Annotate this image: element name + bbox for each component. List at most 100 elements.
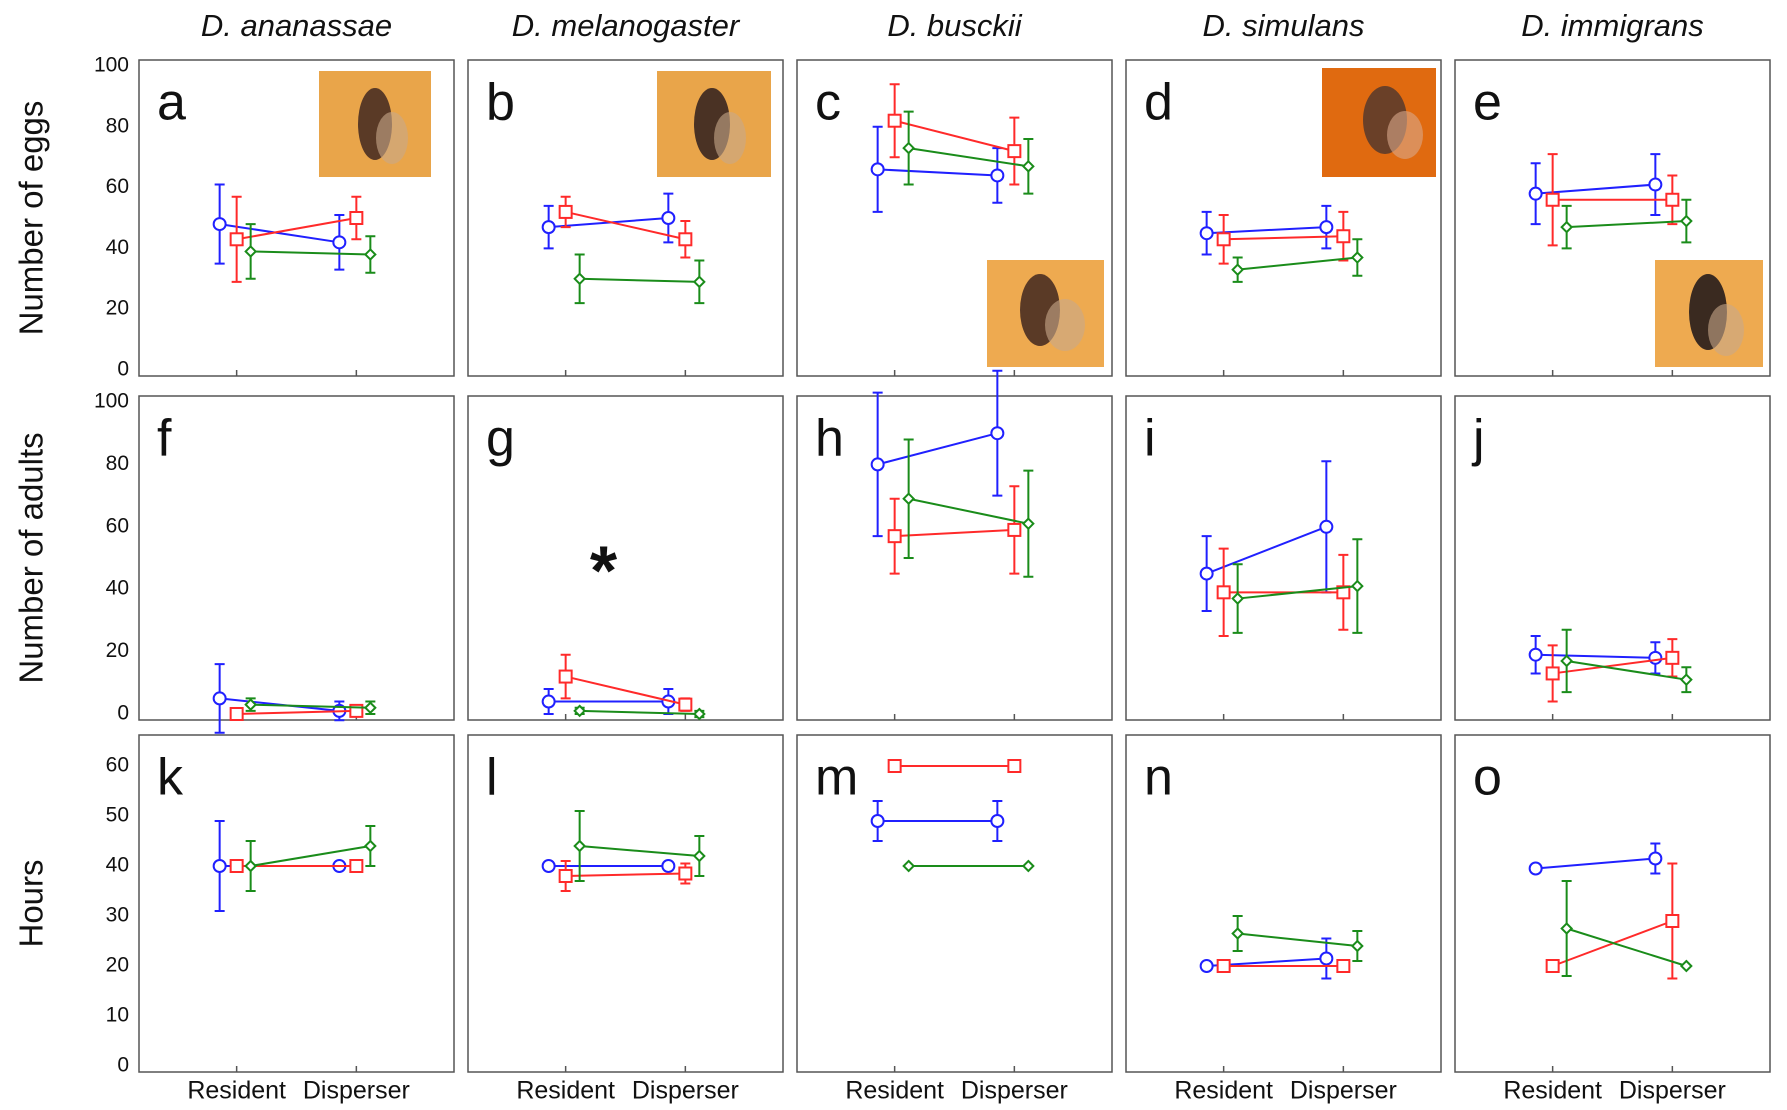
panel-label: o [1473, 749, 1502, 807]
y-tick-label: 100 [94, 54, 129, 77]
marker [365, 841, 375, 851]
panel-frame [468, 396, 783, 720]
marker [1547, 667, 1559, 679]
marker [679, 868, 691, 880]
x-tick-label: Resident [1503, 1077, 1602, 1105]
y-tick-label: 60 [106, 175, 129, 198]
marker [1218, 233, 1230, 245]
annotation: * [590, 531, 618, 609]
series [1201, 206, 1333, 255]
series [872, 127, 1004, 212]
marker [991, 815, 1003, 827]
series [575, 254, 705, 303]
y-axis-label: Number of eggs [13, 101, 50, 336]
marker [662, 860, 674, 872]
marker [350, 860, 362, 872]
panel-label: j [1471, 410, 1485, 468]
series [872, 801, 1004, 841]
fly-photo [1655, 260, 1763, 367]
marker [1233, 594, 1243, 604]
panel-label: l [486, 749, 498, 807]
x-tick-label: Resident [516, 1077, 615, 1105]
fly-photo [1322, 68, 1436, 177]
marker [246, 246, 256, 256]
marker [679, 233, 691, 245]
marker [991, 427, 1003, 439]
marker [1562, 924, 1572, 934]
marker [1562, 656, 1572, 666]
fly-photo [657, 71, 771, 177]
marker [904, 861, 914, 871]
series [1233, 916, 1363, 961]
panel-frame [1126, 735, 1441, 1072]
panel-title: D. busckii [887, 8, 1022, 43]
fly-photo [987, 260, 1104, 367]
marker [365, 703, 375, 713]
series [1218, 212, 1350, 264]
marker [365, 249, 375, 259]
marker [679, 699, 691, 711]
panel-frame [1455, 396, 1770, 720]
x-tick-label: Resident [845, 1077, 944, 1105]
marker [560, 206, 572, 218]
marker [214, 692, 226, 704]
marker [1530, 863, 1542, 875]
y-tick-label: 100 [94, 390, 129, 413]
y-tick-label: 20 [106, 954, 129, 977]
y-axis-label: Hours [13, 859, 50, 947]
marker [889, 530, 901, 542]
marker [1666, 194, 1678, 206]
series [246, 826, 376, 891]
series-line [580, 279, 700, 282]
y-tick-label: 60 [106, 514, 129, 537]
series-line [251, 251, 371, 254]
panel-title: D. melanogaster [512, 8, 741, 43]
series-line [566, 874, 686, 877]
marker [991, 169, 1003, 181]
marker [694, 851, 704, 861]
marker [904, 494, 914, 504]
marker [1681, 216, 1691, 226]
marker [889, 760, 901, 772]
panel-label: m [815, 749, 858, 807]
series [560, 197, 692, 258]
y-tick-label: 40 [106, 854, 129, 877]
marker [1201, 568, 1213, 580]
marker [1023, 161, 1033, 171]
marker [872, 458, 884, 470]
marker [1547, 960, 1559, 972]
marker [246, 861, 256, 871]
y-tick-label: 40 [106, 577, 129, 600]
panel-title: D. simulans [1203, 8, 1365, 43]
marker [575, 274, 585, 284]
series [889, 760, 1021, 772]
panel-title: D. immigrans [1521, 8, 1704, 43]
panel-frame [139, 396, 454, 720]
panel-frame [1455, 735, 1770, 1072]
marker [543, 221, 555, 233]
panel-frame [139, 735, 454, 1072]
y-tick-label: 20 [106, 639, 129, 662]
marker [1023, 861, 1033, 871]
marker [1008, 145, 1020, 157]
marker [872, 815, 884, 827]
marker [543, 860, 555, 872]
x-tick-label: Disperser [1290, 1077, 1397, 1105]
marker [1681, 961, 1691, 971]
series [904, 861, 1034, 871]
series-line [878, 169, 998, 175]
y-tick-label: 10 [106, 1004, 129, 1027]
marker [1530, 188, 1542, 200]
y-tick-label: 0 [117, 1054, 129, 1077]
marker [1352, 253, 1362, 263]
marker [1023, 519, 1033, 529]
series [214, 664, 346, 733]
panel-label: b [486, 74, 515, 132]
marker [543, 696, 555, 708]
marker [1530, 649, 1542, 661]
panel-label: n [1144, 749, 1173, 807]
marker [1666, 652, 1678, 664]
marker [694, 277, 704, 287]
panel-label: k [157, 749, 184, 807]
series [1530, 154, 1662, 224]
